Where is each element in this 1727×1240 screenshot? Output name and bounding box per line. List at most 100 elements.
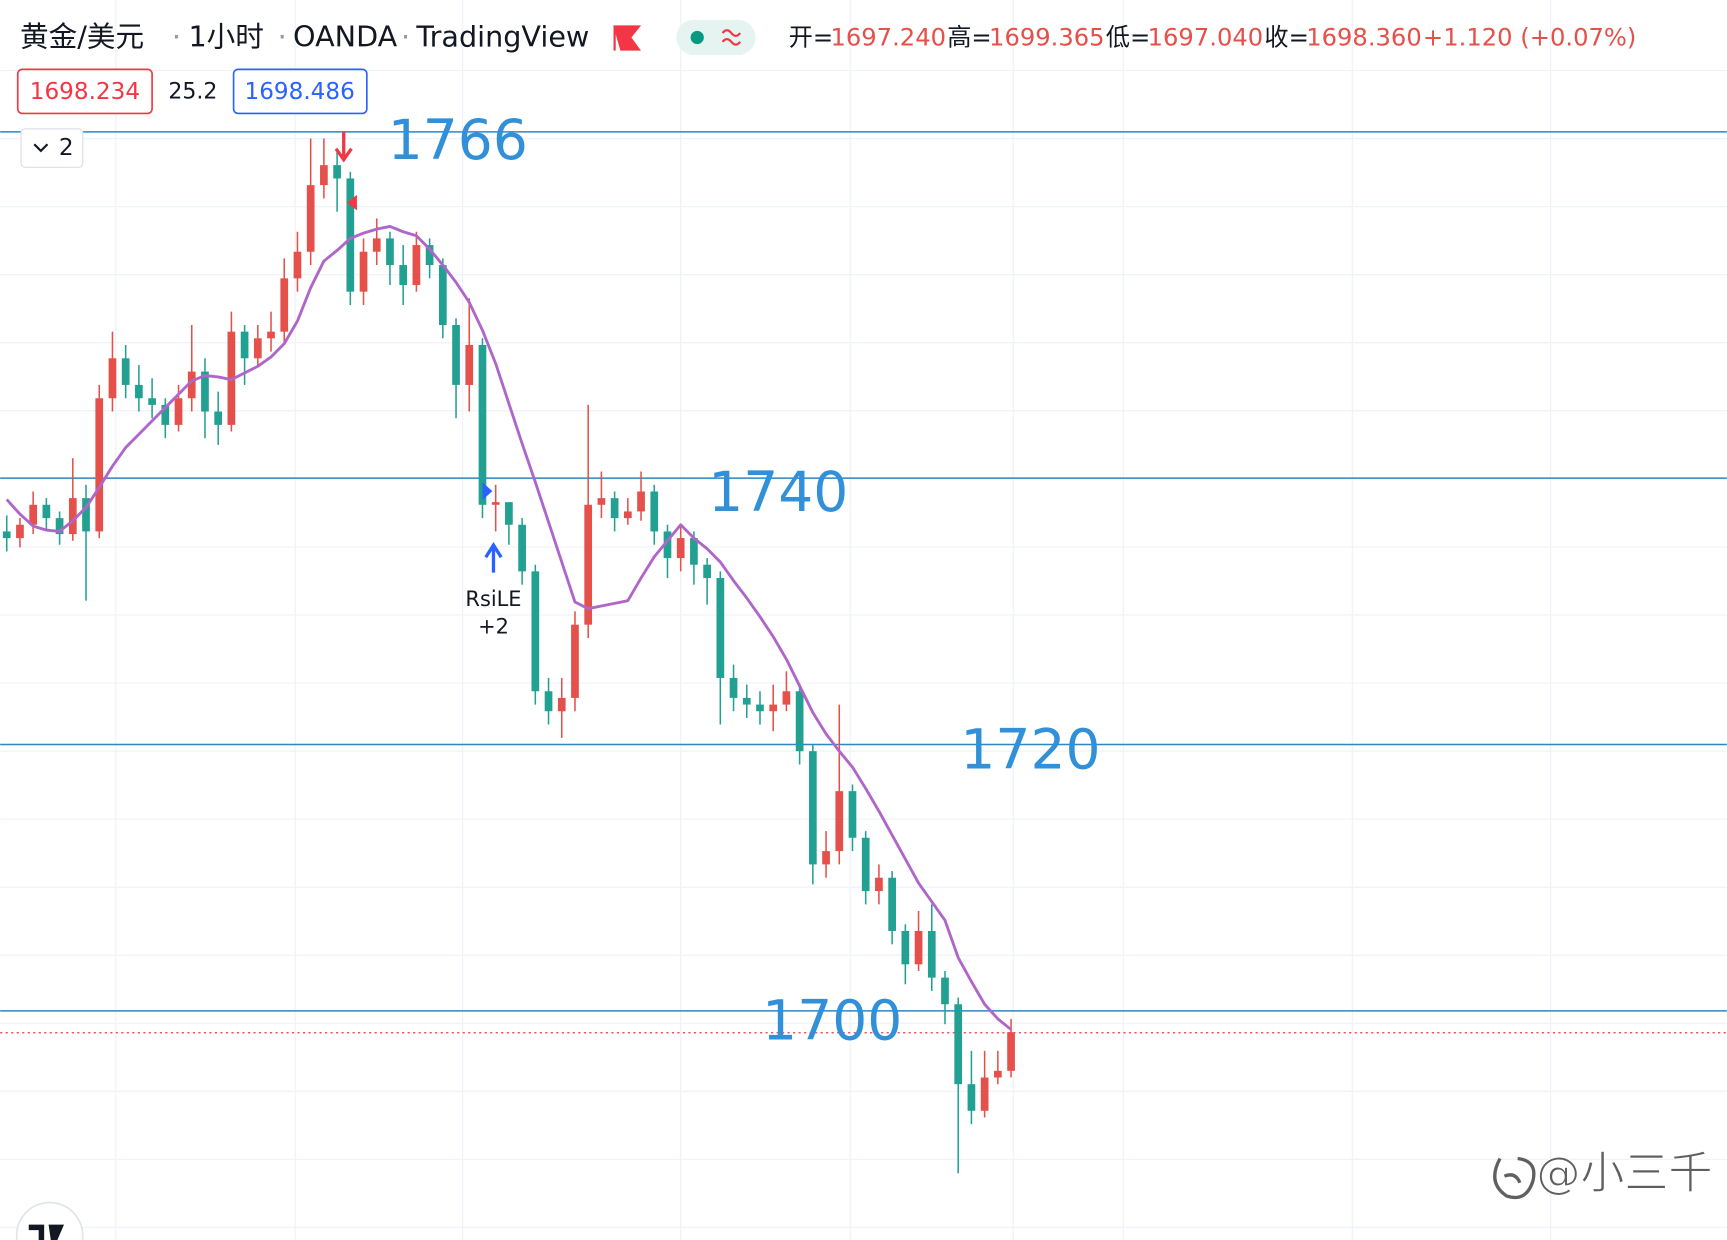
candle-body — [253, 338, 262, 359]
watermark: @小三千 — [1493, 1148, 1713, 1200]
signal-label: RsiLE — [465, 587, 521, 611]
flag-icon[interactable] — [613, 25, 642, 51]
candle-body — [597, 498, 606, 505]
short-arrow — [334, 132, 353, 163]
candle-body — [610, 498, 619, 519]
indicator-toggle[interactable] — [20, 128, 84, 169]
candle-body — [121, 358, 130, 385]
candle-body — [888, 877, 896, 931]
candle-body — [1007, 1032, 1015, 1071]
symbol: 黄金/美元 — [20, 20, 144, 54]
candle-body — [201, 371, 209, 412]
candle-body — [465, 344, 474, 385]
sell-price[interactable]: 1698.234 — [30, 79, 140, 105]
candle-body — [108, 358, 117, 399]
candle-body — [161, 404, 170, 425]
ohlc-legend: 开=1697.240 高=1699.365 低=1697.040 收=1698.360… — [789, 24, 1637, 52]
long-arrow — [484, 542, 503, 573]
candle-body — [584, 504, 593, 625]
ohlc-name: 低= — [1106, 24, 1151, 52]
candle-body — [795, 691, 804, 752]
change: +1.120 (+0.07%) — [1423, 24, 1636, 52]
watermark-text: @小三千 — [1536, 1148, 1712, 1199]
candle-body — [901, 930, 910, 965]
header: 黄金/美元 · 1小时 · OANDA · TradingView — [20, 20, 589, 54]
candle-body — [954, 1004, 963, 1085]
candle-body — [505, 502, 513, 525]
candle-body — [2, 531, 11, 539]
candle-body — [399, 265, 408, 286]
candle-body — [306, 185, 315, 252]
sell-box[interactable] — [16, 68, 153, 115]
candle-body — [544, 691, 553, 712]
level-label: 1766 — [388, 108, 528, 172]
candle-body — [372, 238, 381, 252]
exchange: OANDA — [293, 20, 398, 54]
ohlc-name: 高= — [947, 24, 992, 52]
spread: 25.2 — [168, 80, 217, 105]
candle-body — [267, 331, 275, 339]
candle-body — [769, 704, 778, 712]
separator: · — [172, 20, 181, 54]
separator: · — [401, 20, 410, 54]
candle-body — [650, 491, 659, 532]
candle-body — [187, 371, 196, 399]
level-label: 1720 — [960, 717, 1100, 781]
candle-body — [42, 504, 51, 519]
status-wave — [721, 29, 742, 46]
buy-price[interactable]: 1698.486 — [245, 79, 355, 105]
candle-body — [320, 165, 328, 186]
candle-body — [782, 691, 791, 705]
candle-body — [95, 398, 104, 532]
candle-body — [690, 538, 698, 565]
level-label: 1740 — [708, 460, 848, 524]
candle-body — [29, 504, 38, 525]
buy-box[interactable] — [232, 68, 368, 115]
candle-body — [808, 751, 817, 865]
candle-body — [293, 251, 302, 279]
status-pill[interactable] — [676, 19, 756, 56]
candle-body — [68, 498, 77, 535]
level-label: 1700 — [762, 988, 902, 1052]
candle-body — [518, 524, 526, 572]
tv-logo-mark — [28, 1224, 64, 1240]
candle-body — [848, 791, 857, 838]
tv-logo[interactable] — [15, 1201, 84, 1240]
candle-body — [993, 1070, 1002, 1078]
candle-body — [531, 571, 540, 692]
candle-body — [980, 1077, 989, 1111]
candle-body — [663, 531, 672, 559]
chevron — [33, 143, 49, 153]
ohlc-value: 1698.360 — [1306, 24, 1422, 52]
candle-body — [16, 524, 24, 539]
watermark-icon — [1493, 1156, 1536, 1200]
candle-body — [861, 837, 870, 892]
candle-body — [729, 677, 738, 698]
candle-body — [346, 178, 355, 292]
candle-body — [240, 331, 249, 359]
candle-body — [412, 245, 421, 286]
candle-body — [359, 251, 368, 292]
candle-body — [716, 578, 725, 678]
candle-body — [438, 265, 447, 325]
entry-marker — [482, 482, 493, 500]
source: TradingView — [415, 20, 589, 54]
candle-body — [425, 245, 434, 266]
candle-body — [703, 564, 711, 579]
candle-body — [875, 877, 883, 892]
candle-body — [478, 344, 487, 505]
candle-body — [491, 502, 500, 505]
ohlc-value: 1697.240 — [830, 24, 946, 52]
candle-body — [214, 411, 223, 425]
indicator-count: 2 — [59, 135, 74, 161]
candle-body — [756, 704, 764, 712]
signal-sublabel: +2 — [478, 615, 509, 639]
candle-body — [82, 498, 90, 532]
exit-marker — [347, 194, 357, 211]
moving-average — [5, 224, 1012, 1031]
status-dot — [690, 30, 704, 45]
ohlc-value: 1697.040 — [1148, 24, 1264, 52]
